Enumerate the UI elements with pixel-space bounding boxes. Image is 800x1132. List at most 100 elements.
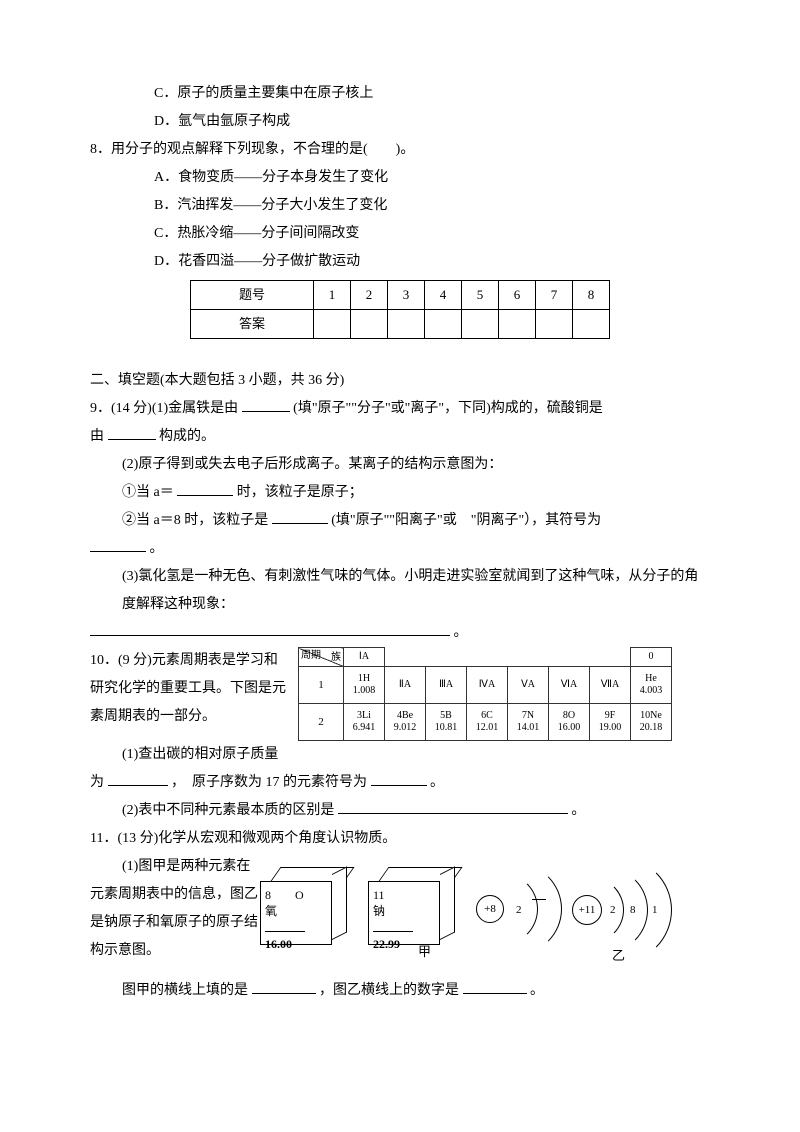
q9-line6: 。 [90,535,710,563]
answer-table-header-num: 题号 [191,281,314,310]
o-box-blank[interactable] [265,919,305,932]
q9-line2: 由 构成的。 [90,423,710,451]
q9-blank-2[interactable] [108,425,156,440]
o-box-bot: 16.00 [265,937,327,953]
pt-group-1a: ⅠA [344,648,385,667]
q8-option-d: D．花香四溢——分子做扩散运动 [90,248,710,276]
answer-cell-1[interactable] [314,310,351,339]
q10-l3: 素周期表的一部分。 [90,703,290,731]
answer-num-5: 5 [462,281,499,310]
section-2-title: 二、填空题(本大题包括 3 小题，共 36 分) [90,367,710,395]
answer-cell-4[interactable] [425,310,462,339]
q10-sub1c: ， 原子序数为 17 的元素符号为 [171,775,367,790]
pt-el-n: 7N14.01 [508,704,549,741]
q9-line6-b: 。 [150,541,164,556]
q9-line3: (2)原子得到或失去电子后形成离子。某离子的结构示意图为： [90,451,710,479]
pt-group-3a: ⅢA [426,667,467,704]
atom-diagram-sodium: +11 2 8 1 乙 [572,863,722,953]
o-box-top: 8 O [265,888,327,904]
o-box-mid: 氧 [265,904,327,920]
answer-num-6: 6 [499,281,536,310]
q9-blank-4[interactable] [272,509,328,524]
o-shell-blank[interactable] [532,899,546,900]
answer-cell-8[interactable] [573,310,610,339]
q9-line4-b: 时，该粒子是原子； [237,485,363,500]
q11-sub1c: 。 [530,983,544,998]
pt-el-be: 4Be9.012 [385,704,426,741]
q8-option-b: B．汽油挥发——分子大小发生了变化 [90,192,710,220]
q9-line1-b: (填"原子""分子"或"离子"，下同)构成的，硫酸铜是 [293,401,603,416]
q10-blank-1[interactable] [108,771,168,786]
q11-l1: (1)图甲是两种元素在 [90,853,260,881]
caption-yi: 乙 [612,943,625,969]
q11-l2: 元素周期表中的信息，图乙 [90,881,260,909]
q10-l2: 研究化学的重要工具。下图是元 [90,675,290,703]
pt-period-1: 1 [299,667,344,704]
pt-group-6a: ⅥA [549,667,590,704]
pt-group-2a: ⅡA [385,667,426,704]
q8-option-c: C．热胀冷缩——分子间间隔改变 [90,220,710,248]
q10-blank-3[interactable] [338,799,568,814]
pt-period-2: 2 [299,704,344,741]
answer-cell-2[interactable] [351,310,388,339]
answer-cell-7[interactable] [536,310,573,339]
na-box-blank[interactable] [373,919,413,932]
answer-cell-3[interactable] [388,310,425,339]
element-box-sodium: 11 钠 22.99 [368,867,460,949]
q11-blank-1[interactable] [252,979,316,994]
q9-line7: (3)氯化氢是一种无色、有刺激性气味的气体。小明走进实验室就闻到了这种气味，从分… [90,563,710,619]
q9-blank-3[interactable] [177,481,233,496]
q10-sub1b: 为 [90,775,104,790]
q11-sub1b: ，图乙横线上的数字是 [319,983,459,998]
q10-sub2: (2)表中不同种元素最本质的区别是 。 [90,797,710,825]
pt-label-zu: 族 [331,648,341,668]
pt-group-5a: ⅤA [508,667,549,704]
q9-blank-1[interactable] [242,397,290,412]
q9-line2-b: 构成的。 [159,429,215,444]
periodic-table: 族 周期 ⅠA 0 1 1H1.008 ⅡA ⅢA ⅣA ⅤA ⅥA ⅦA He… [298,647,672,741]
q9-line8-b: 。 [454,625,468,640]
q9-blank-5[interactable] [90,537,146,552]
na-box-mid: 钠 [373,904,435,920]
q9-line4-a: ①当 a＝ [122,485,174,500]
answer-cell-5[interactable] [462,310,499,339]
answer-table-answer-row: 答案 [191,310,610,339]
q10-sub1-line2: 为 ， 原子序数为 17 的元素符号为 。 [90,769,710,797]
caption-jia: 甲 [418,939,431,965]
q11-sub1: 图甲的横线上填的是 ，图乙横线上的数字是 。 [90,977,710,1005]
q10-blank-2[interactable] [371,771,427,786]
q9-blank-6[interactable] [90,621,450,636]
answer-table-header-ans: 答案 [191,310,314,339]
q10-l1: 10．(9 分)元素周期表是学习和 [90,647,290,675]
q10-sub2b: 。 [571,803,585,818]
pt-el-he: He4.003 [631,667,672,704]
q9-line1-a: 9．(14 分)(1)金属铁是由 [90,401,238,416]
q11-stem: 11．(13 分)化学从宏观和微观两个角度认识物质。 [90,825,710,853]
q10-sub1d: 。 [430,775,444,790]
q11-sub1a: 图甲的横线上填的是 [122,983,248,998]
answer-num-3: 3 [388,281,425,310]
pt-el-c: 6C12.01 [467,704,508,741]
answer-num-8: 8 [573,281,610,310]
q8-option-a: A．食物变质——分子本身发生了变化 [90,164,710,192]
pt-el-b: 5B10.81 [426,704,467,741]
q10-sub2a: (2)表中不同种元素最本质的区别是 [122,803,334,818]
q9-line5: ②当 a＝8 时，该粒子是 (填"原子""阳离子"或 "阴离子"），其符号为 [90,507,710,535]
q11-blank-2[interactable] [463,979,527,994]
answer-num-2: 2 [351,281,388,310]
q9-line4: ①当 a＝ 时，该粒子是原子； [90,479,710,507]
q8-stem: 8．用分子的观点解释下列现象，不合理的是( )。 [90,136,710,164]
na-shell-3: 1 [652,899,658,921]
pt-el-o: 8O16.00 [549,704,590,741]
q7-option-d: D．氩气由氩原子构成 [90,108,710,136]
pt-label-zhou: 周期 [301,646,321,666]
answer-num-7: 7 [536,281,573,310]
answer-cell-6[interactable] [499,310,536,339]
q9-line5-b: (填"原子""阳离子"或 "阴离子"），其符号为 [331,513,601,528]
q10-sub1-line1: (1)查出碳的相对原子质量 [90,741,710,769]
q9-line5-a: ②当 a＝8 时，该粒子是 [122,513,268,528]
q7-option-c: C．原子的质量主要集中在原子核上 [90,80,710,108]
q10-row: 10．(9 分)元素周期表是学习和 研究化学的重要工具。下图是元 素周期表的一部… [90,647,710,741]
answer-table-header-row: 题号 1 2 3 4 5 6 7 8 [191,281,610,310]
na-box-top: 11 [373,888,435,904]
